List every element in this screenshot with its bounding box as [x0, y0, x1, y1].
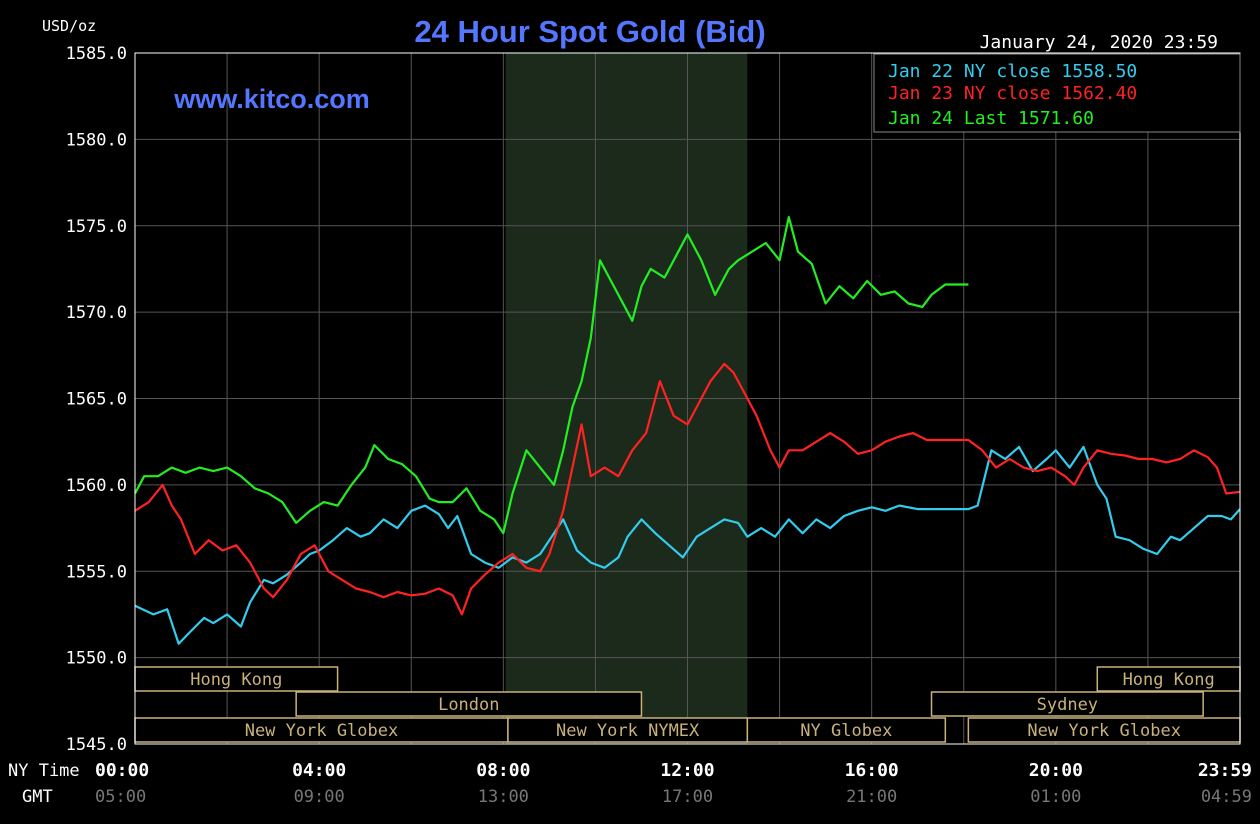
gmt-tick: 01:00 — [1030, 787, 1081, 807]
session-box — [134, 666, 339, 692]
legend-box — [873, 53, 1241, 133]
session-box — [507, 717, 749, 743]
session-label: Hong Kong — [190, 670, 282, 690]
ny-time-row-label: NY Time — [8, 761, 80, 781]
y-tick-label: 1550.0 — [66, 649, 127, 669]
y-tick-label: 1585.0 — [66, 44, 127, 64]
session-label: London — [438, 695, 499, 715]
trading-sessions: Hong Kong Hong Kong London Sydney New York G… — [134, 666, 1241, 743]
y-tick-label: 1575.0 — [66, 217, 127, 237]
ny-time-tick: 20:00 — [1029, 760, 1083, 781]
gmt-tick: 04:59 — [1201, 787, 1252, 807]
session-label: New York NYMEX — [556, 721, 700, 741]
legend-entry-jan-23: Jan 23 NY close 1562.40 — [888, 83, 1137, 104]
series-line-2 — [134, 216, 969, 535]
series-line-0 — [134, 445, 1241, 645]
ny-time-tick: 23:59 — [1198, 760, 1252, 781]
session-box — [1096, 666, 1241, 692]
session-label: New York Globex — [1027, 721, 1181, 741]
gmt-tick: 09:00 — [294, 787, 345, 807]
series-lines — [134, 216, 1241, 645]
session-box — [967, 717, 1241, 743]
y-tick-label: 1565.0 — [66, 390, 127, 410]
grid-lines — [135, 52, 1240, 745]
series-line-1 — [134, 362, 1241, 616]
session-label: Hong Kong — [1123, 670, 1215, 690]
gmt-row-label: GMT — [22, 787, 53, 807]
session-box — [930, 691, 1204, 717]
session-box — [295, 691, 643, 717]
session-label: New York Globex — [245, 721, 399, 741]
chart-timestamp: January 24, 2020 23:59 — [980, 32, 1218, 53]
ny-time-tick: 00:00 — [95, 760, 149, 781]
legend-entry-jan-24: Jan 24 Last 1571.60 — [888, 108, 1094, 129]
gmt-tick: 17:00 — [662, 787, 713, 807]
ny-time-tick: 08:00 — [476, 760, 530, 781]
session-box — [746, 717, 947, 743]
gmt-tick: 13:00 — [478, 787, 529, 807]
y-tick-labels: 1585.0 1580.0 1575.0 1570.0 1565.0 1560.0 1555… — [66, 44, 127, 755]
x-tick-labels: 00:00 04:00 08:00 12:00 16:00 20:00 23:59 05:00… — [95, 760, 1252, 807]
y-axis-label: USD/oz — [42, 17, 96, 35]
y-tick-label: 1560.0 — [66, 476, 127, 496]
site-watermark: www.kitco.com — [173, 84, 370, 114]
legend: Jan 22 NY close 1558.50 Jan 23 NY close … — [873, 53, 1241, 133]
y-tick-label: 1555.0 — [66, 562, 127, 582]
y-tick-label: 1580.0 — [66, 130, 127, 150]
ny-time-tick: 16:00 — [845, 760, 899, 781]
chart-title: 24 Hour Spot Gold (Bid) — [414, 14, 765, 49]
legend-entry-jan-22: Jan 22 NY close 1558.50 — [888, 61, 1137, 82]
session-label: Sydney — [1037, 695, 1098, 715]
ny-time-tick: 04:00 — [292, 760, 346, 781]
y-tick-label: 1545.0 — [66, 735, 127, 755]
ny-time-tick: 12:00 — [660, 760, 714, 781]
plot-border — [134, 52, 1241, 745]
session-label: NY Globex — [800, 721, 892, 741]
y-tick-label: 1570.0 — [66, 303, 127, 323]
gmt-tick: 21:00 — [846, 787, 897, 807]
gmt-tick: 05:00 — [95, 787, 146, 807]
